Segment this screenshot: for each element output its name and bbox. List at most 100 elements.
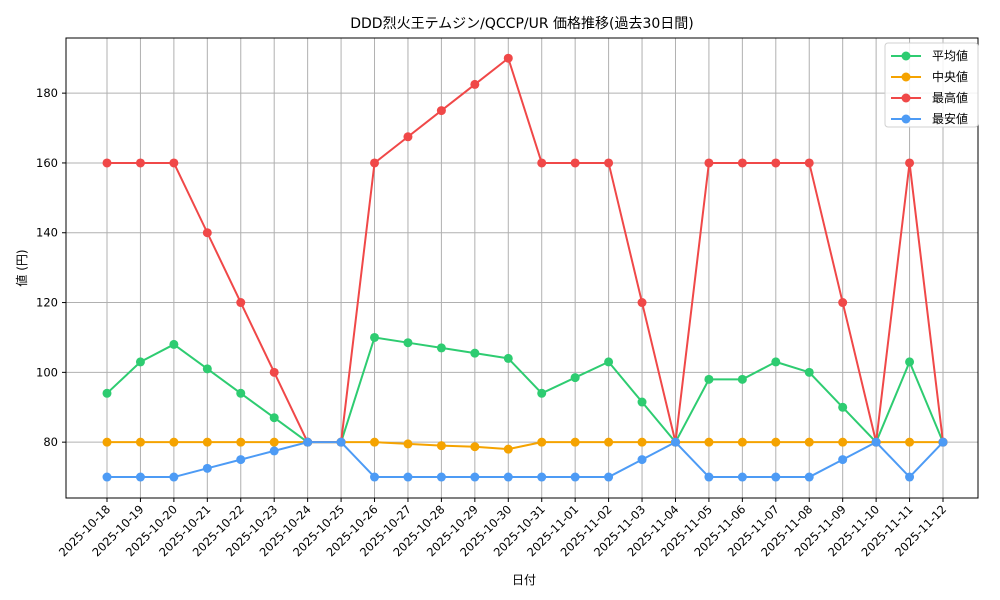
series-2 xyxy=(102,53,948,447)
series-line xyxy=(107,57,944,444)
data-point xyxy=(503,353,513,363)
data-point xyxy=(370,332,380,342)
series-0 xyxy=(102,332,948,447)
data-point xyxy=(771,437,781,447)
data-point xyxy=(269,367,279,377)
data-point xyxy=(470,79,480,89)
data-point xyxy=(737,158,747,168)
data-point xyxy=(470,442,480,452)
series-line xyxy=(106,336,944,444)
data-point xyxy=(905,437,915,447)
data-point xyxy=(102,437,112,447)
data-point xyxy=(403,439,413,449)
data-point xyxy=(804,472,814,482)
x-axis: 2025-10-182025-10-192025-10-202025-10-21… xyxy=(56,498,949,559)
data-point xyxy=(202,364,212,374)
y-tick-label: 140 xyxy=(36,226,58,240)
data-point xyxy=(570,472,580,482)
legend-label: 平均値 xyxy=(932,48,968,63)
data-point xyxy=(737,374,747,384)
data-point xyxy=(403,132,413,142)
data-point xyxy=(905,357,915,367)
data-point xyxy=(202,228,212,238)
data-point xyxy=(771,472,781,482)
data-point xyxy=(871,437,881,447)
data-point xyxy=(436,343,446,353)
data-point xyxy=(135,437,145,447)
y-axis: 80 100 120 140 160 180 xyxy=(36,86,66,449)
data-point xyxy=(303,437,313,447)
data-point xyxy=(838,298,848,308)
data-point xyxy=(570,437,580,447)
data-point xyxy=(236,455,246,465)
data-point xyxy=(604,437,614,447)
data-point xyxy=(403,338,413,348)
data-point xyxy=(370,437,380,447)
data-point xyxy=(135,472,145,482)
data-point xyxy=(370,472,380,482)
plot-area-frame xyxy=(65,37,979,499)
data-point xyxy=(704,158,714,168)
data-point xyxy=(637,455,647,465)
data-point xyxy=(537,388,547,398)
data-point xyxy=(436,441,446,451)
legend-box xyxy=(884,42,979,128)
data-point xyxy=(737,472,747,482)
x-axis-label: 日付 xyxy=(512,573,536,587)
y-axis-label: 値 (円) xyxy=(14,249,29,286)
series-line xyxy=(107,441,944,479)
legend-marker xyxy=(901,51,911,61)
data-point xyxy=(771,357,781,367)
data-point xyxy=(637,437,647,447)
data-point xyxy=(202,437,212,447)
data-point xyxy=(269,413,279,423)
data-point xyxy=(537,437,547,447)
chart-title: DDD烈火王テムジン/QCCP/UR 価格推移(過去30日間) xyxy=(350,16,694,32)
data-point xyxy=(570,373,580,383)
data-point xyxy=(503,472,513,482)
legend-marker xyxy=(901,72,911,82)
data-point xyxy=(336,437,346,447)
data-point xyxy=(570,158,580,168)
legend-marker xyxy=(901,93,911,103)
data-point xyxy=(804,158,814,168)
data-point xyxy=(135,158,145,168)
data-point xyxy=(503,53,513,63)
data-point xyxy=(202,463,212,473)
data-point xyxy=(236,437,246,447)
y-tick-label: 100 xyxy=(36,365,58,379)
data-point xyxy=(102,472,112,482)
data-point xyxy=(537,472,547,482)
data-point xyxy=(604,472,614,482)
data-point xyxy=(804,437,814,447)
data-point xyxy=(737,437,747,447)
data-point xyxy=(236,388,246,398)
data-point xyxy=(269,446,279,456)
data-point xyxy=(604,158,614,168)
data-point xyxy=(169,158,179,168)
data-point xyxy=(169,339,179,349)
data-point xyxy=(236,298,246,308)
data-point xyxy=(905,158,915,168)
data-point xyxy=(470,472,480,482)
data-point xyxy=(169,472,179,482)
y-tick-label: 80 xyxy=(43,435,58,449)
data-point xyxy=(503,444,513,454)
data-point xyxy=(269,437,279,447)
series-layer xyxy=(102,53,948,482)
legend-label: 最高値 xyxy=(932,90,968,105)
data-point xyxy=(604,357,614,367)
data-point xyxy=(637,397,647,407)
y-tick-label: 180 xyxy=(36,86,58,100)
series-1 xyxy=(102,437,948,454)
data-point xyxy=(102,388,112,398)
data-point xyxy=(704,374,714,384)
y-tick-label: 120 xyxy=(36,296,58,310)
legend-marker xyxy=(901,114,911,124)
data-point xyxy=(403,472,413,482)
series-line xyxy=(107,441,943,451)
legend-label: 中央値 xyxy=(932,69,968,84)
legend-label: 最安値 xyxy=(932,111,968,126)
